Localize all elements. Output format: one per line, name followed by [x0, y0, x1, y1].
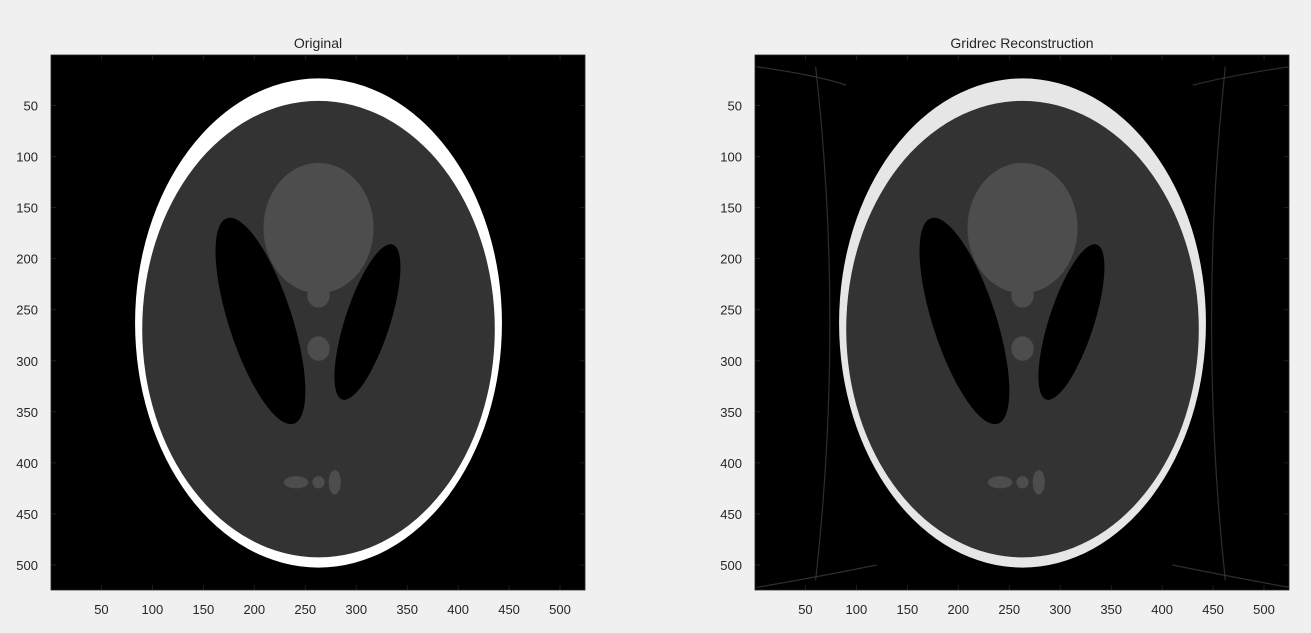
- y-tick-label: 150: [16, 201, 38, 216]
- small-ellipse: [307, 283, 330, 308]
- small-ellipse: [283, 476, 309, 489]
- left-ventricle: [215, 217, 306, 425]
- small-ellipse: [312, 476, 325, 489]
- x-tick-label: 400: [447, 602, 469, 617]
- x-tick-label: 350: [1100, 602, 1122, 617]
- small-ellipse: [1032, 470, 1045, 495]
- original-title: Original: [293, 35, 343, 51]
- axes-frame: [50, 54, 586, 591]
- small-ellipse: [1011, 336, 1034, 361]
- x-tick-label: 200: [243, 602, 265, 617]
- x-tick-label: 50: [798, 602, 812, 617]
- x-tick-label: 500: [1253, 602, 1275, 617]
- y-tick-label: 50: [24, 99, 38, 114]
- streak-artifact: [1210, 66, 1226, 581]
- upper-ellipse: [967, 162, 1078, 294]
- original-image: 50 100 150 200 250 300 350 400 450 500 50 100 150 200…: [16, 54, 586, 617]
- small-ellipse: [307, 336, 330, 361]
- axes-frame: [754, 54, 1290, 591]
- x-tick-label: 150: [193, 602, 215, 617]
- y-tick-label: 250: [16, 303, 38, 318]
- streak-artifact: [815, 66, 831, 581]
- y-tick-label: 500: [720, 558, 742, 573]
- small-ellipse: [987, 476, 1013, 489]
- y-tick-label: 350: [720, 405, 742, 420]
- x-tick-label: 400: [1151, 602, 1173, 617]
- y-tick-label: 400: [16, 456, 38, 471]
- x-tick-label: 250: [294, 602, 316, 617]
- y-tick-label: 500: [16, 558, 38, 573]
- y-tick-label: 450: [720, 507, 742, 522]
- y-tick-label: 100: [16, 150, 38, 165]
- x-tick-label: 300: [345, 602, 367, 617]
- y-tick-label: 300: [720, 354, 742, 369]
- x-tick-label: 100: [142, 602, 164, 617]
- streak-artifact: [1192, 66, 1289, 86]
- brain-ellipse: [846, 100, 1199, 558]
- x-tick-label: 450: [498, 602, 520, 617]
- small-ellipse: [1016, 476, 1029, 489]
- x-tick-label: 150: [897, 602, 919, 617]
- right-ventricle: [334, 244, 401, 400]
- x-tick-label: 450: [1202, 602, 1224, 617]
- small-ellipse: [1011, 283, 1034, 308]
- y-tick-label: 200: [720, 252, 742, 267]
- y-tick-label: 200: [16, 252, 38, 267]
- x-tick-label: 200: [947, 602, 969, 617]
- left-ventricle: [919, 217, 1010, 425]
- y-tick-label: 450: [16, 507, 38, 522]
- y-tick-label: 100: [720, 150, 742, 165]
- y-tick-label: 50: [728, 99, 742, 114]
- y-tick-label: 250: [720, 303, 742, 318]
- x-tick-label: 100: [846, 602, 868, 617]
- streak-artifact: [1172, 564, 1289, 588]
- x-tick-label: 250: [998, 602, 1020, 617]
- x-tick-label: 500: [549, 602, 571, 617]
- gridrec-image: 50 100 150 200 250 300 350 400 450 500 50 100 150 200…: [720, 54, 1290, 617]
- gridrec-title: Gridrec Reconstruction: [950, 35, 1094, 51]
- upper-ellipse: [263, 162, 374, 294]
- y-tick-label: 400: [720, 456, 742, 471]
- x-tick-label: 300: [1049, 602, 1071, 617]
- streak-artifact: [756, 66, 847, 86]
- brain-ellipse: [142, 100, 495, 558]
- right-ventricle: [1038, 244, 1105, 400]
- y-tick-label: 300: [16, 354, 38, 369]
- y-tick-label: 350: [16, 405, 38, 420]
- x-tick-label: 50: [94, 602, 108, 617]
- small-ellipse: [328, 470, 341, 495]
- y-tick-label: 150: [720, 201, 742, 216]
- x-tick-label: 350: [396, 602, 418, 617]
